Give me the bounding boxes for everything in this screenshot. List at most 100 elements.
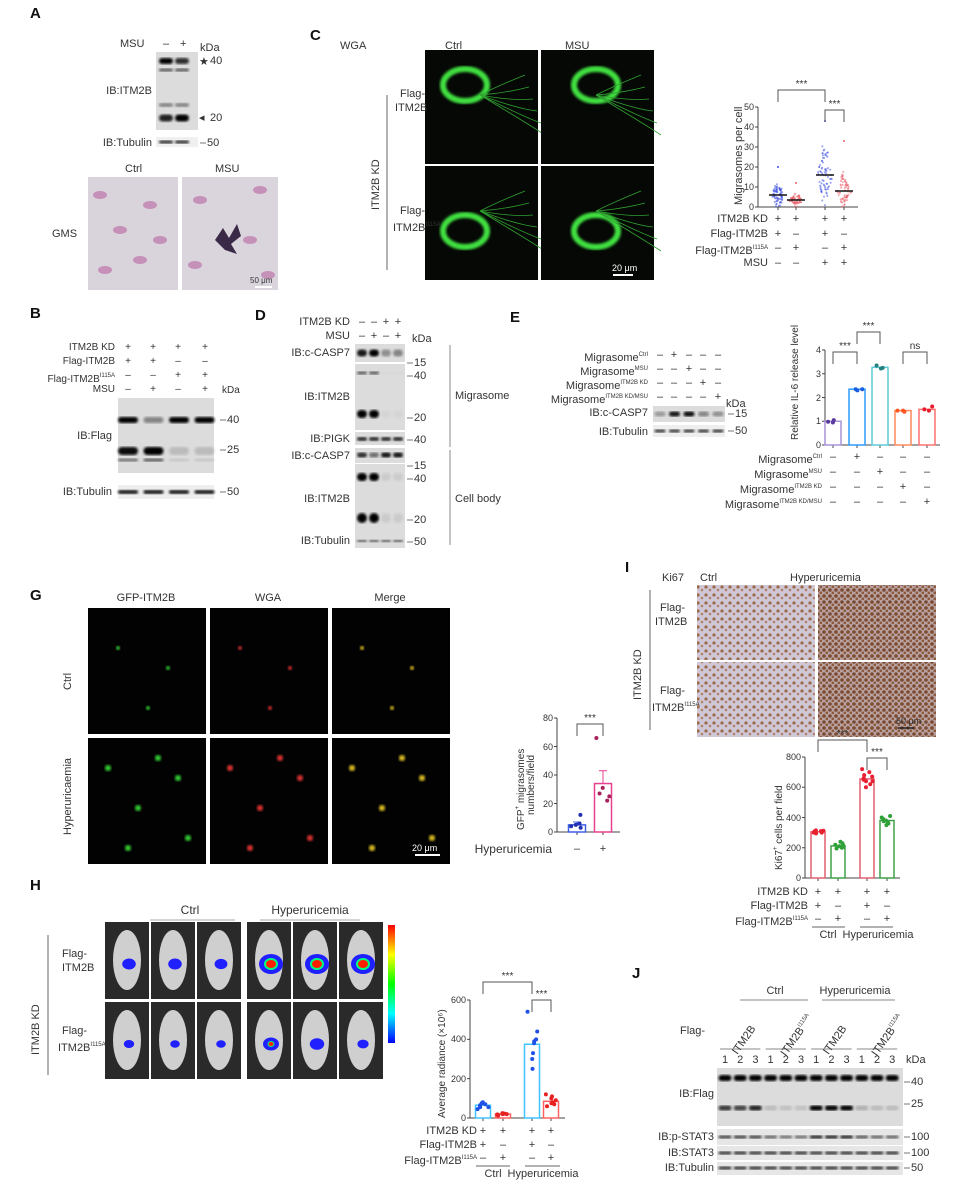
condition-sign-text: –: [899, 451, 907, 463]
bioluminescence-signal: [168, 958, 182, 970]
bioluminescence-signal: [358, 960, 368, 968]
condition-sign-text: +: [774, 213, 782, 225]
mw-marker-text: 50: [911, 1162, 924, 1174]
bioluminescence-signal: [268, 1042, 274, 1046]
band: [393, 452, 403, 458]
blot-membrane: [355, 534, 405, 548]
data-point: [486, 1105, 491, 1110]
band-flag-40: [824, 1075, 838, 1081]
condition-sign-text: –: [923, 481, 931, 493]
y-tick-label-text: 0: [815, 440, 821, 450]
condition-label-text: Migrasome: [584, 352, 639, 364]
data-point: [800, 201, 803, 204]
condition-sign-text: +: [821, 256, 829, 269]
condition-sign: –: [529, 1152, 535, 1164]
band-flag-25: [870, 1105, 884, 1111]
condition-sign: +: [775, 228, 781, 240]
condition-sign-text: –: [792, 227, 800, 240]
condition-sign: –: [924, 466, 930, 478]
condition-sign: –: [371, 316, 377, 328]
migrasome-dot: [360, 646, 364, 650]
image-col-label-text: Ctrl: [700, 572, 718, 584]
group-label: Ctrl: [819, 929, 836, 941]
condition-sign: +: [500, 1125, 506, 1137]
cell: [143, 201, 157, 209]
row-label-text: ITM2B: [655, 616, 688, 628]
condition-label-text: Migrasome: [565, 380, 621, 392]
condition-sign-text: +: [840, 256, 848, 269]
lane-number: 1: [768, 1054, 774, 1066]
data-point: [841, 175, 844, 178]
condition-label: MSU: [93, 384, 115, 396]
condition-sign-text: –: [876, 481, 884, 493]
band-flag-25: [779, 1105, 793, 1111]
msu-label-text: MSU: [120, 38, 145, 50]
microscopy-image: [332, 608, 450, 734]
lane-number: 2: [783, 1054, 789, 1066]
image-col-label-text: Ctrl: [445, 40, 463, 52]
scale-bar-label: 20 μm: [412, 842, 437, 854]
condition-sign: –: [202, 356, 208, 368]
condition-sign: –: [125, 370, 131, 382]
data-point: [793, 200, 796, 203]
condition-sign-text: +: [792, 242, 800, 254]
condition-sign-text: –: [899, 466, 907, 478]
group-label: Hyperuricemia: [843, 929, 914, 941]
condition-sign: –: [125, 384, 131, 396]
y-axis-label-text: Average radiance (×10⁶): [437, 1009, 448, 1118]
data-point: [841, 183, 844, 186]
data-point: [841, 180, 844, 183]
lane-number: 2: [828, 1054, 834, 1066]
data-point: [780, 195, 783, 198]
y-axis-label: numbers/field: [526, 755, 538, 815]
band-flag-23: [169, 458, 189, 462]
bioluminescence-signal: [123, 1039, 135, 1049]
band-flag-25: [733, 1105, 747, 1111]
data-point: [821, 161, 824, 164]
condition-sign: +: [864, 900, 870, 912]
data-point: [822, 149, 825, 152]
band: [357, 452, 367, 458]
data-point: [775, 196, 778, 199]
data-point: [795, 200, 798, 203]
group-label-text: Hyperuricemia: [842, 929, 914, 941]
blot-label: IB:Tubulin: [599, 426, 648, 438]
significance-label-text: ns: [909, 341, 921, 352]
condition-sign: +: [548, 1125, 554, 1137]
condition-sign: +: [854, 451, 860, 463]
condition-sign-text: –: [774, 242, 782, 254]
band: [764, 1151, 778, 1155]
lane-number-text: 2: [828, 1054, 835, 1066]
data-point: [839, 845, 844, 850]
condition-sign-text: +: [883, 913, 891, 925]
condition-sign: +: [815, 886, 821, 898]
condition-sign: +: [900, 481, 906, 493]
kda-label-text: kDa: [222, 385, 240, 396]
data-point: [821, 172, 824, 175]
y-tick-label: 800: [786, 751, 801, 763]
significance-bracket: [817, 739, 868, 752]
superscript: MSU: [634, 366, 648, 372]
condition-label: Flag-ITM2BI115A: [48, 370, 115, 386]
band: [885, 1151, 899, 1155]
condition-sign-text: +: [599, 843, 607, 855]
data-point: [844, 178, 847, 181]
lane-number: 3: [752, 1054, 758, 1066]
mw-marker: 100: [911, 1147, 929, 1159]
y-tick-label: 0: [461, 1112, 466, 1124]
y-tick-label: 0: [548, 826, 553, 838]
data-point: [862, 773, 867, 778]
data-point: [778, 197, 781, 200]
y-axis-label-text: numbers/field: [526, 754, 537, 815]
lane-plus-text: +: [180, 38, 187, 50]
y-tick-label-text: 0: [795, 873, 801, 883]
band-flag-25: [169, 447, 189, 455]
mw-marker-text: 20: [210, 112, 223, 124]
retraction-fiber: [479, 202, 530, 212]
condition-sign: +: [822, 257, 828, 269]
blot-label: IB:ITM2B: [304, 391, 350, 403]
bioluminescence-signal: [266, 960, 276, 968]
y-tick-label-text: 800: [785, 752, 801, 762]
y-tick-label: 0: [816, 439, 821, 451]
condition-sign: +: [835, 886, 841, 898]
